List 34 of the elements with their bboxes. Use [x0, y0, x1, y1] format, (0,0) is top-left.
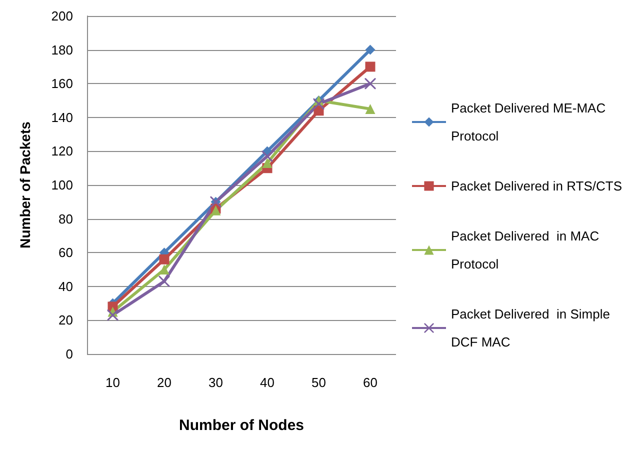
- point: [364, 78, 376, 90]
- y-tick-label: 180: [51, 42, 73, 58]
- y-tick-label: 140: [51, 110, 73, 125]
- legend-label: Packet Delivered in MAC Protocol: [451, 228, 603, 272]
- y-tick-label: 60: [58, 245, 73, 260]
- point: [313, 98, 324, 110]
- y-tick-label: 40: [58, 278, 73, 294]
- y-tick-label: 100: [51, 178, 73, 192]
- legend-label: Packet Delivered ME-MAC Protocol: [451, 100, 610, 144]
- y-tick-label: 0: [66, 346, 73, 362]
- legend-label: Packet Delivered in Simple DCF MAC: [451, 306, 614, 350]
- x-axis-title: Number of Nodes: [178, 417, 304, 434]
- x-tick-label: 10: [106, 375, 120, 390]
- point: [262, 150, 273, 162]
- x-tick-label: 50: [312, 375, 326, 390]
- x-tick-label: 40: [260, 375, 274, 390]
- x-tick-label: 60: [363, 375, 378, 390]
- point: [365, 44, 376, 55]
- point: [365, 62, 376, 72]
- point: [158, 276, 170, 287]
- y-axis-title: Number of Packets: [17, 121, 33, 248]
- point: [159, 264, 170, 274]
- y-tick-label: 160: [51, 76, 73, 92]
- y-tick-label: 200: [51, 8, 73, 24]
- x-tick-label: 20: [157, 375, 172, 390]
- point: [107, 310, 118, 321]
- x-tick-label: 30: [208, 375, 223, 390]
- y-tick-label: 80: [58, 211, 73, 226]
- point: [159, 254, 170, 264]
- legend-label: Packet Delivered in RTS/CTS: [451, 178, 622, 194]
- point: [365, 104, 376, 114]
- point: [262, 158, 272, 168]
- y-tick-label: 120: [51, 144, 73, 159]
- y-tick-label: 20: [58, 312, 73, 328]
